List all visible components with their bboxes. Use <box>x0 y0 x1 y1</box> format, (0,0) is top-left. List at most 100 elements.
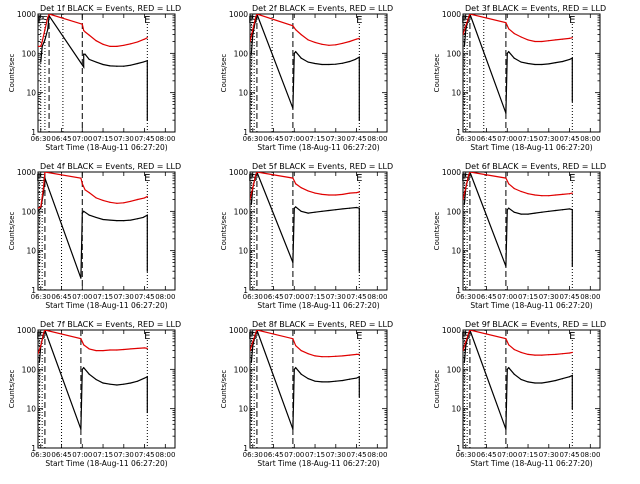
data-point-black <box>292 428 294 430</box>
series-line-black <box>38 330 148 430</box>
x-tick-label: 06:30 <box>243 135 263 143</box>
data-point-black <box>146 119 148 121</box>
x-axis-label: Start Time (18-Aug-11 06:27:20) <box>257 143 379 152</box>
data-point-red <box>469 14 471 15</box>
data-point-black <box>358 119 360 121</box>
data-point-red <box>95 40 97 42</box>
data-point-black <box>555 379 557 382</box>
x-tick-label: 06:30 <box>456 135 476 143</box>
data-point-black <box>40 61 42 63</box>
series-group <box>38 330 148 430</box>
data-point-black <box>146 411 148 414</box>
data-point-red <box>256 172 258 173</box>
x-axis-label: Start Time (18-Aug-11 06:27:20) <box>45 143 167 152</box>
data-point-black <box>81 368 83 370</box>
data-point-red <box>568 193 571 195</box>
data-point-black <box>292 261 294 264</box>
data-point-red <box>541 40 543 43</box>
series-line-black <box>250 172 360 272</box>
data-point-black <box>130 219 132 221</box>
data-point-red <box>321 193 323 195</box>
data-point-black <box>41 45 43 48</box>
data-point-red <box>146 347 148 350</box>
data-point-red <box>292 25 294 27</box>
data-point-black <box>513 373 515 375</box>
panel-title: Det 5f BLACK = Events, RED = LLD <box>252 162 393 171</box>
data-point-black <box>146 214 148 216</box>
x-tick-label: 07:45 <box>134 135 154 143</box>
x-tick-label: 06:30 <box>31 451 51 459</box>
y-tick-label: 100 <box>22 49 37 58</box>
x-tick-label: 07:30 <box>114 451 134 459</box>
series-line-red <box>250 330 360 358</box>
data-point-black <box>541 211 543 213</box>
data-point-red <box>505 177 507 179</box>
data-point-red <box>534 194 536 196</box>
data-point-red <box>328 194 330 196</box>
x-tick-label: 07:45 <box>346 451 366 459</box>
data-point-red <box>571 351 573 353</box>
data-point-red <box>48 14 50 15</box>
data-point-black <box>295 206 297 208</box>
data-point-black <box>505 265 507 267</box>
y-tick-label: 10 <box>451 247 461 256</box>
data-point-black <box>293 368 295 370</box>
data-point-black <box>95 216 97 219</box>
data-point-red <box>307 353 309 355</box>
x-tick-label: 07:00 <box>497 135 517 143</box>
plot-frame <box>37 13 176 133</box>
x-tick-label: 07:15 <box>518 135 538 143</box>
panel-title: Det 2f BLACK = Events, RED = LLD <box>252 4 393 13</box>
y-tick-label: 100 <box>447 49 462 58</box>
data-point-black <box>358 56 360 58</box>
data-point-black <box>252 345 254 347</box>
data-point-red <box>342 193 344 195</box>
data-point-red <box>123 44 125 46</box>
data-point-red <box>562 193 564 195</box>
marker-label: S <box>42 15 48 26</box>
data-point-black <box>562 209 564 211</box>
data-point-black <box>335 63 337 65</box>
data-point-red <box>250 198 251 201</box>
y-tick-label: 1000 <box>442 10 461 19</box>
data-point-red <box>40 206 42 208</box>
data-point-red <box>355 191 358 194</box>
y-tick-label: 100 <box>447 207 462 216</box>
data-point-black <box>527 381 529 383</box>
x-tick-label: 07:15 <box>93 293 113 301</box>
y-tick-label: 100 <box>22 207 37 216</box>
data-point-red <box>562 38 564 40</box>
marker-label: E <box>144 173 150 184</box>
data-point-red <box>88 348 90 350</box>
x-tick-label: 07:45 <box>559 293 579 301</box>
data-point-black <box>146 270 148 272</box>
x-tick-label: 06:45 <box>51 451 71 459</box>
x-tick-label: 07:15 <box>305 293 325 301</box>
data-point-black <box>571 408 573 410</box>
data-point-black <box>358 396 360 398</box>
data-point-red <box>81 183 83 185</box>
data-point-red <box>467 333 470 335</box>
marker-label: E <box>144 15 150 26</box>
data-point-black <box>123 65 125 67</box>
y-tick-label: 1 <box>31 128 36 137</box>
data-point-black <box>328 381 330 383</box>
data-point-red <box>123 202 125 204</box>
y-axis-label: Counts/sec <box>433 212 441 251</box>
data-point-red <box>38 207 39 209</box>
data-point-black <box>463 45 465 48</box>
x-tick-label: 08:00 <box>155 293 175 301</box>
data-point-red <box>328 356 330 358</box>
data-point-red <box>541 354 543 356</box>
data-point-red <box>83 29 85 32</box>
data-point-red <box>254 333 257 335</box>
marker-label: E <box>248 173 254 184</box>
data-point-red <box>137 347 139 350</box>
data-point-red <box>465 187 467 189</box>
plot-frame <box>249 329 388 449</box>
data-point-black <box>508 207 510 209</box>
x-tick-label: 07:15 <box>518 293 538 301</box>
data-point-red <box>80 338 82 340</box>
data-point-black <box>520 213 522 215</box>
